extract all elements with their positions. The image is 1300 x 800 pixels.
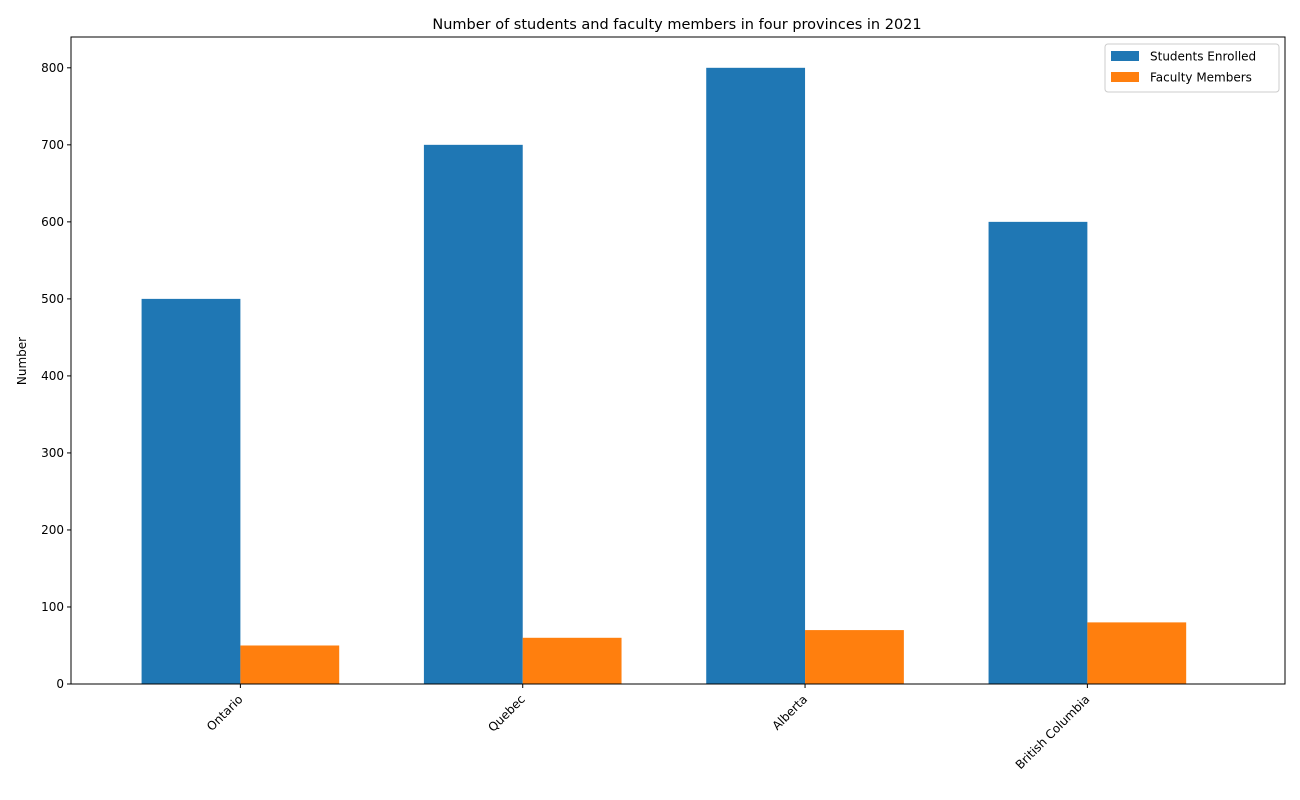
legend-box bbox=[1104, 43, 1280, 93]
y-tick-label: 800 bbox=[41, 61, 64, 75]
y-tick-label: 700 bbox=[41, 138, 64, 152]
bar-alberta-series-1 bbox=[706, 67, 806, 685]
x-tick-label: Ontario bbox=[204, 692, 246, 734]
x-tick-label: Alberta bbox=[769, 692, 810, 733]
x-tick-label: Quebec bbox=[485, 692, 527, 734]
bar-ontario-series-2 bbox=[240, 645, 340, 684]
legend-swatch bbox=[1111, 51, 1139, 61]
y-tick-label: 100 bbox=[41, 600, 64, 614]
bars-group bbox=[141, 67, 1187, 685]
y-tick-label: 400 bbox=[41, 369, 64, 383]
plot-frame bbox=[70, 36, 1286, 685]
bar-alberta-series-2 bbox=[805, 630, 904, 684]
x-tick-label: British Columbia bbox=[1013, 692, 1093, 772]
y-tick-label: 300 bbox=[41, 446, 64, 460]
y-tick-label: 500 bbox=[41, 292, 64, 306]
bar-ontario-series-1 bbox=[141, 298, 241, 684]
legend-label: Faculty Members bbox=[1150, 71, 1252, 85]
chart-title: Number of students and faculty members i… bbox=[432, 17, 921, 33]
y-tick-label: 600 bbox=[41, 215, 64, 229]
x-axis: Ontario Quebec Alberta British Columbia bbox=[204, 684, 1092, 772]
bar-british-columbia-series-1 bbox=[988, 221, 1088, 684]
legend-label: Students Enrolled bbox=[1150, 50, 1256, 64]
y-tick-label: 200 bbox=[41, 523, 64, 537]
bar-quebec-series-2 bbox=[522, 637, 622, 684]
legend: Students Enrolled Faculty Members bbox=[1104, 43, 1280, 93]
y-tick-label: 0 bbox=[56, 677, 64, 691]
legend-swatch bbox=[1111, 72, 1139, 82]
bar-british-columbia-series-2 bbox=[1087, 622, 1187, 684]
bar-quebec-series-1 bbox=[423, 144, 523, 685]
y-axis-label: Number bbox=[15, 337, 29, 385]
y-axis: 0 100 200 300 400 500 600 700 800 bbox=[41, 61, 71, 691]
